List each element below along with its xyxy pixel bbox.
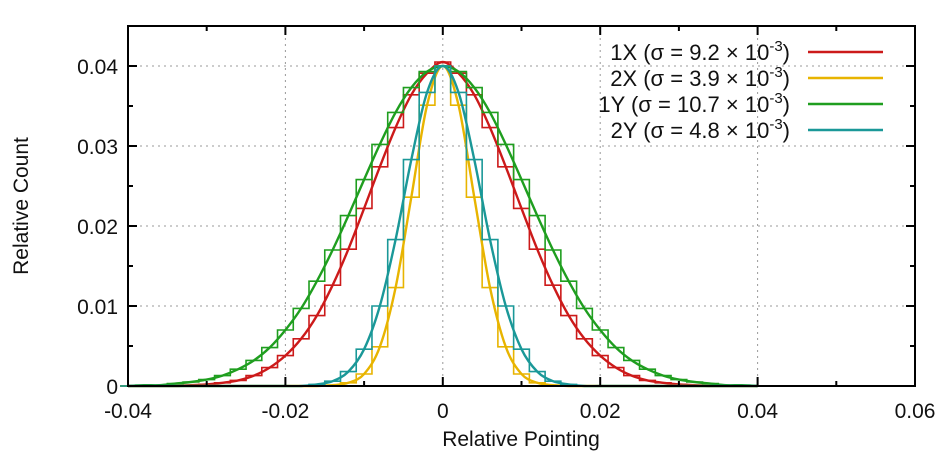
ticks: 0 0.01 0.02 0.03 0.04 -0.04 -0.02 0 0.02 0.04 0.06 bbox=[77, 26, 935, 423]
legend-label-1x: 1X (σ = 9.2 × 10-3) bbox=[610, 38, 790, 65]
x-tick-label: 0 bbox=[437, 400, 449, 423]
y-tick-label: 0.04 bbox=[77, 56, 118, 79]
legend-text: 2X (σ = 3.9 × 10 bbox=[610, 66, 769, 91]
x-tick-label: 0.02 bbox=[580, 400, 621, 423]
legend-text: 2Y (σ = 4.8 × 10 bbox=[611, 118, 770, 143]
legend-close: ) bbox=[783, 92, 790, 117]
legend-exponent: -3 bbox=[769, 64, 782, 81]
legend-exponent: -3 bbox=[769, 38, 782, 55]
legend-text: 1Y (σ = 10.7 × 10 bbox=[598, 92, 769, 117]
x-tick-label: -0.04 bbox=[104, 400, 152, 423]
x-tick-label: 0.06 bbox=[895, 400, 936, 423]
x-tick-label: -0.02 bbox=[261, 400, 309, 423]
legend-exponent: -3 bbox=[769, 116, 782, 133]
legend: 1X (σ = 9.2 × 10-3)2X (σ = 3.9 × 10-3)1Y… bbox=[598, 38, 883, 143]
legend-label-2y: 2Y (σ = 4.8 × 10-3) bbox=[611, 116, 790, 143]
legend-close: ) bbox=[783, 40, 790, 65]
legend-text: 1X (σ = 9.2 × 10 bbox=[610, 40, 769, 65]
x-axis-label: Relative Pointing bbox=[442, 428, 600, 451]
y-tick-label: 0 bbox=[106, 376, 118, 399]
legend-label-1y: 1Y (σ = 10.7 × 10-3) bbox=[598, 90, 790, 117]
x-tick-label: 0.04 bbox=[737, 400, 778, 423]
legend-exponent: -3 bbox=[769, 90, 782, 107]
y-tick-label: 0.02 bbox=[77, 216, 118, 239]
y-tick-label: 0.03 bbox=[77, 136, 118, 159]
y-tick-label: 0.01 bbox=[77, 296, 118, 319]
y-axis-label: Relative Count bbox=[10, 137, 33, 275]
fit-curve-1x bbox=[128, 60, 758, 388]
grid bbox=[128, 26, 915, 386]
legend-close: ) bbox=[783, 66, 790, 91]
legend-close: ) bbox=[783, 118, 790, 143]
legend-label-2x: 2X (σ = 3.9 × 10-3) bbox=[610, 64, 790, 91]
